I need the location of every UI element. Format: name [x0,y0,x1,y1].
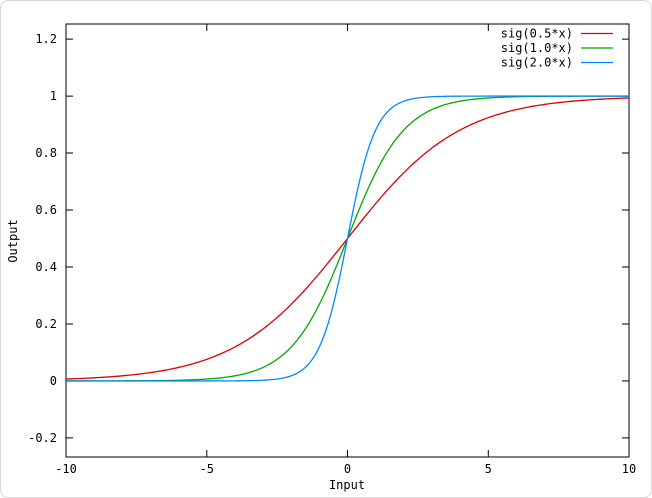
axis-tick-labels: -10 -5 0 5 10 -0.2 0 0.2 0.4 0.6 0.8 1 1.2 [28,32,636,476]
y-tick-label: 0.8 [35,146,57,160]
y-tick-label: 0.6 [35,203,57,217]
y-tick-label: 0.4 [35,260,57,274]
x-tick-label: 0 [344,462,351,476]
legend-label: sig(1.0*x) [501,41,573,55]
legend-label: sig(2.0*x) [501,56,573,70]
y-axis-title: Output [6,219,20,262]
y-tick-label: 1.2 [35,32,57,46]
y-tick-label: 0 [50,374,57,388]
y-tick-label: 0.2 [35,317,57,331]
y-tick-label: 1 [50,89,57,103]
x-tick-label: 5 [485,462,492,476]
curves [65,95,630,382]
curve-sig(2.0*x) [66,95,629,382]
x-tick-label: 10 [622,462,636,476]
legend: sig(0.5*x)sig(1.0*x)sig(2.0*x) [501,27,613,70]
x-tick-label: -10 [55,462,77,476]
y-tick-label: -0.2 [28,431,57,445]
x-axis-title: Input [329,478,365,492]
legend-label: sig(0.5*x) [501,27,573,41]
x-tick-label: -5 [200,462,214,476]
